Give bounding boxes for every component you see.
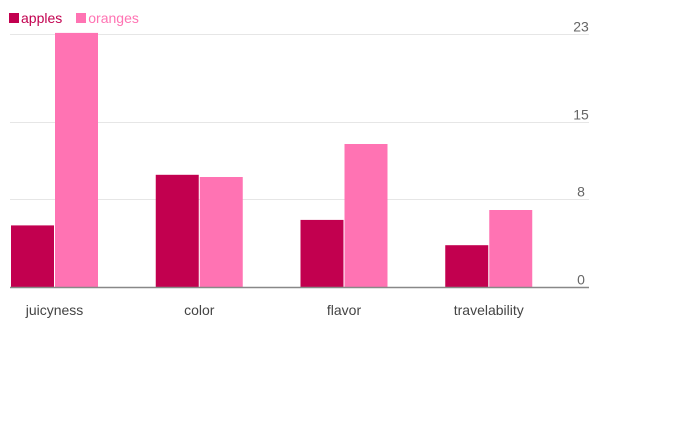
y-tick-label: 15 (573, 107, 589, 123)
bar-apples-flavor[interactable] (300, 219, 344, 287)
legend-swatch-apples (9, 13, 19, 23)
legend-label-oranges: oranges (88, 10, 139, 26)
bar-oranges-travelability[interactable] (489, 210, 533, 287)
legend: apples oranges (9, 10, 153, 26)
y-tick-label: 0 (577, 272, 585, 288)
bar-oranges-color[interactable] (199, 177, 243, 287)
legend-item-apples[interactable]: apples (9, 10, 62, 26)
x-category-label: juicyness (25, 302, 84, 318)
x-category-label: travelability (454, 302, 524, 318)
x-category-label: flavor (327, 302, 362, 318)
grid-layer (10, 34, 589, 200)
bar-oranges-juicyness[interactable] (55, 32, 98, 288)
legend-label-apples: apples (21, 10, 63, 26)
y-tick-label: 8 (577, 184, 585, 200)
legend-item-oranges[interactable]: oranges (76, 10, 139, 26)
bars-layer (11, 32, 533, 288)
bar-oranges-flavor[interactable] (344, 144, 388, 287)
bar-apples-color[interactable] (155, 174, 199, 287)
bar-apples-juicyness[interactable] (11, 225, 54, 287)
labels-layer: 0 8 15 23 juicyness color flavor travelability (25, 19, 589, 319)
y-tick-label: 23 (573, 19, 589, 35)
x-category-label: color (184, 302, 215, 318)
bar-apples-travelability[interactable] (445, 245, 489, 287)
legend-swatch-oranges (76, 13, 87, 23)
